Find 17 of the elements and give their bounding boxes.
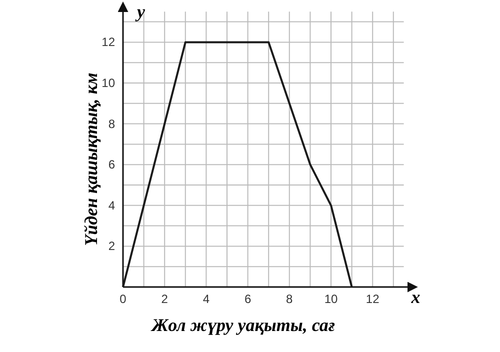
x-tick-label: 0 (120, 292, 127, 306)
x-tick-label: 10 (324, 292, 338, 306)
y-axis-title: Үйден қашықтық, км (81, 72, 101, 246)
y-tick-label: 8 (108, 116, 116, 131)
x-tick-label: 4 (202, 292, 210, 306)
x-axis-title: Жол жүру уақыты, сағ (150, 315, 336, 335)
y-tick-label: 6 (108, 158, 116, 172)
y-tick-label: 10 (102, 76, 116, 90)
text: x (410, 287, 420, 307)
annotation: y (135, 2, 146, 22)
y-tick-label: 2 (108, 239, 116, 254)
x-tick-label: 6 (244, 292, 252, 306)
x-tick-label: 12 (366, 292, 380, 306)
x-tick-label: 2 (161, 292, 168, 306)
x-tick-label: 8 (286, 292, 294, 306)
y-tick-label: 12 (102, 35, 116, 50)
y-tick-label: 4 (108, 198, 116, 212)
